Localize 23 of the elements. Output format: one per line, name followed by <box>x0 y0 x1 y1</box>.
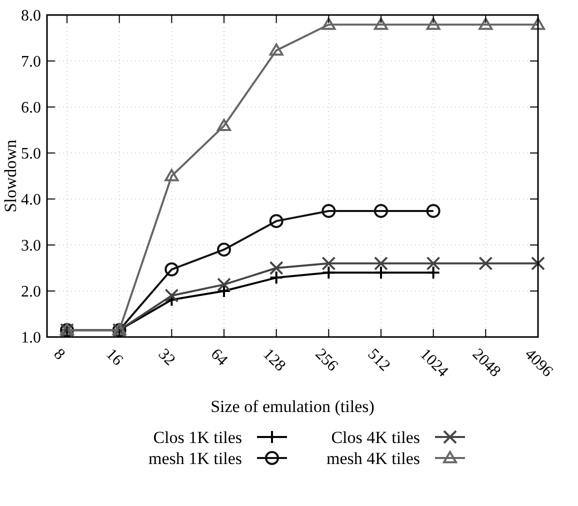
x-tick-label: 256 <box>312 346 341 375</box>
y-tick-label: 4.0 <box>21 192 41 209</box>
y-tick-label: 7.0 <box>21 54 41 71</box>
legend-label: mesh 4K tiles <box>326 448 420 468</box>
y-tick-label: 2.0 <box>21 284 41 301</box>
x-tick-label: 16 <box>102 346 126 370</box>
x-tick-label: 1024 <box>416 346 452 380</box>
y-tick-label: 5.0 <box>21 146 41 163</box>
y-tick-label: 6.0 <box>21 100 41 117</box>
legend-label: mesh 1K tiles <box>148 448 242 468</box>
x-tick-label: 32 <box>154 346 178 370</box>
legend-label: Clos 1K tiles <box>153 428 242 447</box>
x-tick-label: 64 <box>207 346 231 370</box>
x-tick-label: 8 <box>50 346 68 364</box>
legend-label: Clos 4K tiles <box>331 428 420 447</box>
x-tick-label: 128 <box>260 346 289 375</box>
x-tick-label: 512 <box>364 346 394 375</box>
y-tick-label: 1.0 <box>21 330 41 347</box>
y-tick-label: 8.0 <box>21 8 41 25</box>
y-axis-title: Slowdown <box>1 139 20 212</box>
x-tick-label: 4096 <box>521 346 556 380</box>
x-axis-title: Size of emulation (tiles) <box>210 397 374 416</box>
y-tick-label: 3.0 <box>21 238 41 255</box>
